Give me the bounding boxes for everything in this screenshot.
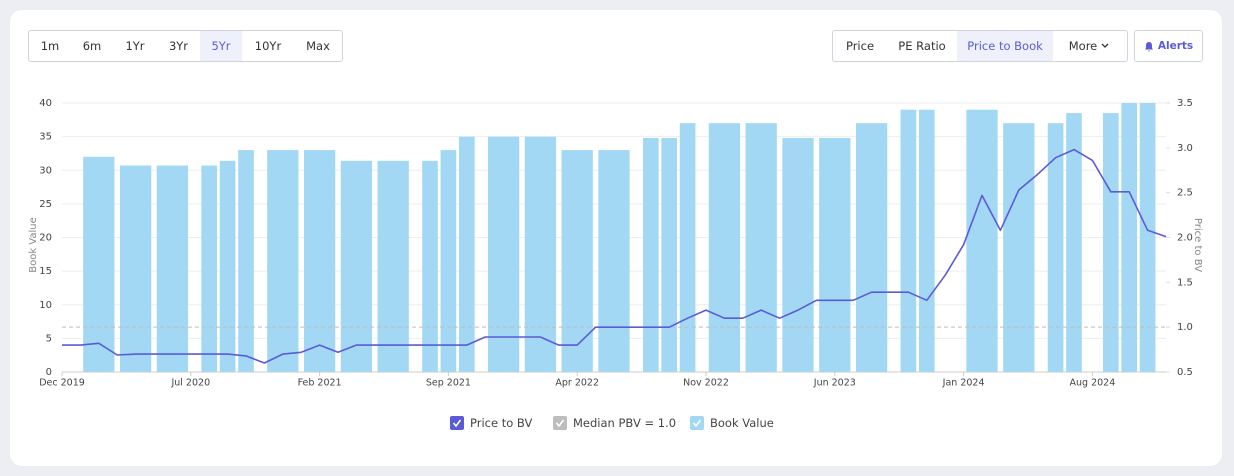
legend-item[interactable]: Price to BV bbox=[450, 416, 532, 430]
line bbox=[62, 148, 1167, 364]
y-tick-label: 30 bbox=[39, 165, 52, 176]
legend-label: Median PBV = 1.0 bbox=[573, 416, 676, 430]
period-button[interactable]: Max bbox=[306, 39, 330, 53]
x-tick-label: Aug 2024 bbox=[1070, 378, 1116, 389]
y2-tick-label: 2.5 bbox=[1177, 188, 1193, 199]
bar bbox=[219, 160, 236, 372]
legend-item[interactable]: Median PBV = 1.0 bbox=[553, 416, 676, 430]
y-tick-label: 5 bbox=[46, 333, 52, 344]
bar bbox=[524, 136, 557, 372]
view-button[interactable]: PE Ratio bbox=[887, 31, 957, 61]
chevron-icon bbox=[1101, 43, 1109, 48]
period-button[interactable]: 10Yr bbox=[254, 39, 282, 53]
bar bbox=[642, 137, 659, 372]
x-tick-label: Jun 2023 bbox=[813, 378, 856, 389]
bar bbox=[661, 137, 678, 372]
bar bbox=[238, 150, 254, 372]
alerts[interactable]: Alerts bbox=[1135, 31, 1202, 61]
x-tick-label: Jul 2020 bbox=[170, 378, 210, 389]
x-tick-label: Nov 2022 bbox=[683, 378, 729, 389]
bar bbox=[377, 160, 409, 372]
y-tick-label: 35 bbox=[39, 132, 52, 143]
bar bbox=[1066, 113, 1082, 373]
bar bbox=[1121, 103, 1138, 372]
period-button[interactable]: 1Yr bbox=[125, 39, 145, 53]
legend-swatch bbox=[553, 416, 567, 430]
bar bbox=[1102, 113, 1119, 373]
y2-tick-label: 3.5 bbox=[1177, 98, 1193, 109]
y2-tick-label: 3.0 bbox=[1177, 143, 1193, 154]
y-tick-label: 25 bbox=[39, 199, 52, 210]
legend-check bbox=[555, 419, 565, 428]
period-selector: 1m 6m 1Yr 3Yr 5Yr 10Yr Max bbox=[28, 30, 343, 62]
period-button[interactable]: 5Yr bbox=[200, 31, 242, 61]
bar bbox=[487, 136, 520, 372]
legend-check bbox=[452, 419, 462, 428]
y-tick-label: 40 bbox=[39, 98, 52, 109]
view-label[interactable]: PE Ratio bbox=[898, 39, 946, 53]
bar bbox=[1047, 123, 1064, 372]
bar bbox=[1003, 123, 1035, 372]
bar bbox=[708, 123, 741, 372]
y2-tick-label: 0.5 bbox=[1177, 367, 1193, 378]
view-button[interactable]: Price to Book bbox=[957, 31, 1053, 61]
legend-check bbox=[692, 419, 702, 428]
y-tick-label: 10 bbox=[39, 300, 52, 311]
y2-tick-label: 2.0 bbox=[1177, 233, 1193, 244]
bar bbox=[561, 150, 593, 372]
bar bbox=[422, 160, 438, 372]
view-button[interactable]: More bbox=[1053, 31, 1127, 61]
x-tick-label: Feb 2021 bbox=[298, 378, 342, 389]
y-tick-label: 15 bbox=[39, 266, 52, 277]
y-tick-label: 20 bbox=[39, 233, 52, 244]
bar bbox=[918, 109, 935, 372]
bar bbox=[745, 123, 777, 372]
bar bbox=[83, 156, 115, 372]
legend-swatch bbox=[690, 416, 704, 430]
period-button[interactable]: 1m bbox=[40, 39, 60, 53]
x-tick-label: Jan 2024 bbox=[942, 378, 985, 389]
bar bbox=[440, 150, 457, 372]
bar bbox=[1139, 103, 1156, 372]
bar bbox=[900, 109, 917, 372]
legend-item[interactable]: Book Value bbox=[690, 416, 774, 430]
view-label[interactable]: Price bbox=[845, 39, 875, 53]
bar bbox=[782, 137, 814, 372]
bar bbox=[679, 123, 696, 372]
view-selector: Price PE Ratio Price to Book More bbox=[832, 30, 1128, 62]
bar bbox=[598, 150, 630, 372]
alerts-button[interactable]: Alerts bbox=[1134, 30, 1203, 62]
y-axis-title: Book Value bbox=[28, 217, 39, 273]
bar bbox=[267, 150, 299, 372]
y-tick-label: 0 bbox=[46, 367, 52, 378]
y2-tick-label: 1.5 bbox=[1177, 277, 1193, 288]
bar bbox=[855, 123, 888, 372]
view-label[interactable]: Price to Book bbox=[967, 39, 1043, 53]
bar bbox=[819, 137, 851, 372]
bar bbox=[458, 136, 475, 372]
bell-icon bbox=[1144, 41, 1153, 52]
x-tick-label: Dec 2019 bbox=[39, 378, 85, 389]
view-label[interactable]: More bbox=[1068, 39, 1098, 53]
y2-axis-title: Price to BV bbox=[1192, 218, 1203, 272]
period-button[interactable]: 6m bbox=[82, 39, 102, 53]
period-button[interactable]: 3Yr bbox=[168, 39, 189, 53]
bar bbox=[966, 109, 998, 372]
alerts-label[interactable]: Alerts bbox=[1157, 40, 1194, 52]
legend-label: Book Value bbox=[710, 416, 774, 430]
x-tick-label: Sep 2021 bbox=[426, 378, 471, 389]
legend-swatch bbox=[450, 416, 464, 430]
legend-label: Price to BV bbox=[470, 416, 532, 430]
x-tick-label: Apr 2022 bbox=[555, 378, 599, 389]
bar bbox=[201, 165, 218, 372]
y2-tick-label: 1.0 bbox=[1177, 322, 1193, 333]
bar bbox=[119, 165, 152, 372]
view-button[interactable]: Price bbox=[833, 31, 887, 61]
bar bbox=[303, 150, 336, 372]
bar bbox=[156, 165, 189, 372]
bar bbox=[340, 160, 373, 372]
